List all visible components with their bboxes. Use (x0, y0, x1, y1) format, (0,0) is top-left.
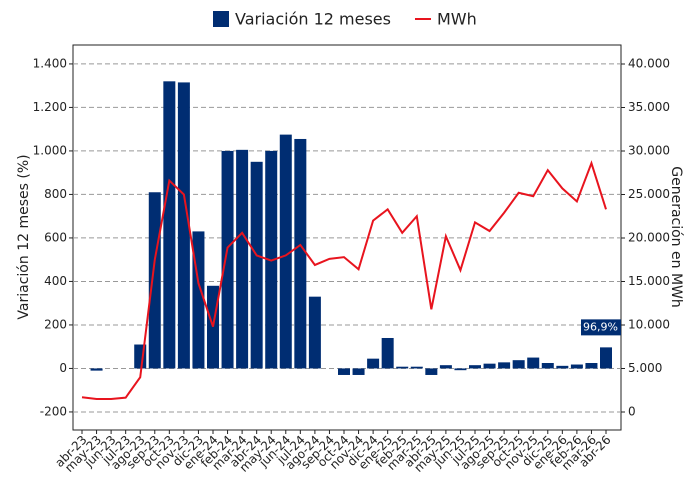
bar (425, 368, 438, 375)
bar (600, 347, 612, 369)
y2-tick-label: 40.000 (628, 57, 670, 71)
line (81, 160, 607, 400)
legend-swatch (213, 11, 229, 27)
y2-tick-label: 20.000 (628, 231, 670, 245)
bar (483, 363, 496, 369)
y2-tick-label: 10.000 (628, 318, 670, 332)
bar (308, 296, 321, 369)
y-tick-label: 400 (44, 274, 67, 288)
bar (236, 149, 249, 369)
bar (454, 368, 467, 371)
bar (177, 82, 190, 369)
bar (541, 363, 554, 369)
bar (367, 358, 380, 369)
bar (381, 337, 394, 369)
bar (279, 134, 292, 369)
bar (410, 366, 423, 369)
data-label: 96,9% (583, 320, 618, 333)
bar (294, 138, 307, 369)
bar (90, 368, 103, 371)
y2-tick-label: 30.000 (628, 144, 670, 158)
bar (439, 365, 452, 369)
bar (163, 81, 176, 369)
y-tick-label: 1.400 (33, 56, 67, 70)
bar (570, 364, 583, 369)
y2-axis-title: Generación en MWh (668, 166, 684, 308)
data-label-bg (581, 319, 621, 336)
bar (250, 161, 263, 369)
y-tick-label: 0 (59, 361, 67, 375)
y2-tick-label: 0 (628, 404, 636, 418)
bar (352, 368, 365, 375)
bar (221, 150, 234, 369)
y-tick-label: 1.000 (33, 143, 67, 157)
bar (585, 363, 598, 369)
y-tick-label: -200 (40, 404, 67, 418)
bar (498, 362, 511, 369)
bar (207, 285, 219, 369)
y-tick-label: 200 (44, 317, 67, 331)
y2-tick-label: 25.000 (628, 187, 670, 201)
bar (338, 368, 350, 375)
y2-tick-label: 35.000 (628, 100, 670, 114)
legend-label: Variación 12 meses (235, 10, 391, 29)
bar (527, 357, 540, 369)
bar (512, 360, 525, 369)
bar (556, 365, 569, 369)
y-tick-label: 1.200 (33, 100, 67, 114)
bar (396, 366, 409, 369)
y2-tick-label: 5.000 (628, 361, 662, 375)
y-tick-label: 800 (44, 187, 67, 201)
bar (148, 192, 161, 369)
bar (469, 365, 481, 369)
y2-tick-label: 15.000 (628, 274, 670, 288)
y-axis-title: Variación 12 meses (%) (16, 154, 32, 319)
legend-label: MWh (437, 10, 477, 29)
y-tick-label: 600 (44, 230, 67, 244)
